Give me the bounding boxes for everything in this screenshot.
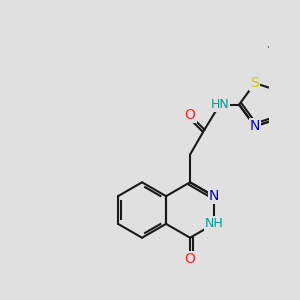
Text: O: O <box>184 252 196 266</box>
Text: N: N <box>250 119 260 133</box>
Text: N: N <box>209 189 219 203</box>
Text: HN: HN <box>210 98 229 111</box>
Text: NH: NH <box>205 218 224 230</box>
Text: O: O <box>184 108 196 122</box>
Text: S: S <box>250 76 259 90</box>
